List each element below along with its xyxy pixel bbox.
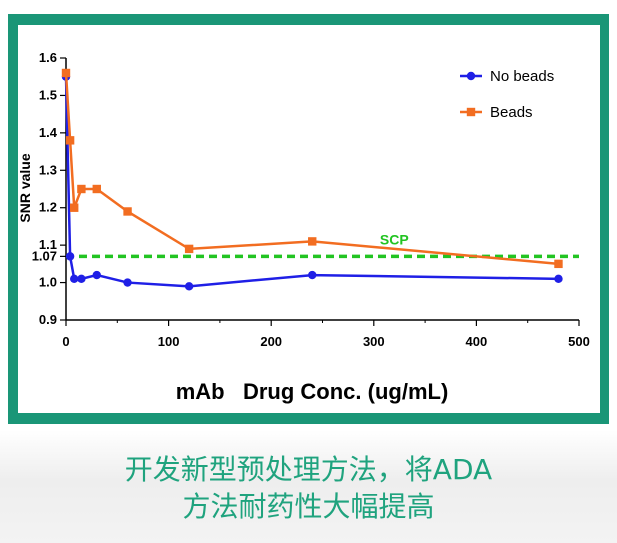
y-tick-label: 1.1 bbox=[39, 237, 57, 252]
y-axis-label: SNR value bbox=[17, 153, 33, 222]
caption-line-2: 方法耐药性大幅提高 bbox=[182, 490, 435, 523]
chart-panel bbox=[18, 25, 600, 413]
y-tick-label: 1.6 bbox=[39, 50, 57, 65]
beads-point bbox=[184, 244, 194, 254]
no-beads-point bbox=[70, 274, 79, 284]
no-beads-point bbox=[65, 252, 75, 261]
x-tick-label: 400 bbox=[466, 334, 488, 349]
no-beads-point bbox=[123, 278, 132, 287]
beads-point bbox=[554, 259, 563, 269]
y-tick-label: 1.3 bbox=[39, 162, 57, 177]
beads-point bbox=[61, 68, 71, 78]
no-beads-point bbox=[308, 270, 317, 280]
y-tick-label: 1.07 bbox=[32, 248, 57, 263]
y-tick-label: 1.0 bbox=[39, 275, 57, 290]
y-tick-label: 0.9 bbox=[39, 312, 57, 327]
beads-point bbox=[123, 207, 132, 216]
x-tick-label: 200 bbox=[260, 334, 282, 349]
no-beads-point bbox=[554, 274, 563, 284]
y-tick-label: 1.5 bbox=[39, 87, 57, 102]
legend-no-beads-marker bbox=[466, 71, 476, 81]
no-beads-point bbox=[184, 282, 194, 291]
snr-line-chart: 0 100 200 300 400 500 0.9 1.0 1.071.1 1.2 1.3 1.4 1.… bbox=[17, 50, 590, 404]
legend-beads-label: Beads bbox=[490, 104, 533, 121]
legend-no-beads-label: No beads bbox=[490, 68, 554, 85]
beads-point bbox=[77, 184, 86, 194]
caption-line-1: 开发新型预处理方法，将ADA bbox=[124, 453, 493, 486]
x-tick-label: 300 bbox=[363, 334, 385, 349]
beads-point bbox=[70, 203, 79, 212]
x-tick-label: 100 bbox=[158, 334, 180, 349]
y-tick-label: 1.2 bbox=[39, 200, 57, 215]
beads-line bbox=[64, 72, 559, 266]
legend-beads-marker bbox=[466, 107, 476, 117]
beads-point bbox=[308, 237, 317, 246]
y-tick-label: 1.4 bbox=[39, 125, 58, 140]
no-beads-point bbox=[77, 274, 86, 284]
x-axis-label: mAb Drug Conc. (ug/mL) bbox=[176, 379, 449, 404]
x-tick-label: 0 bbox=[62, 334, 69, 349]
x-tick-label: 500 bbox=[568, 334, 590, 349]
beads-point bbox=[65, 136, 75, 145]
no-beads-point bbox=[92, 270, 101, 280]
beads-point bbox=[92, 184, 101, 194]
scp-label: SCP bbox=[380, 231, 409, 247]
